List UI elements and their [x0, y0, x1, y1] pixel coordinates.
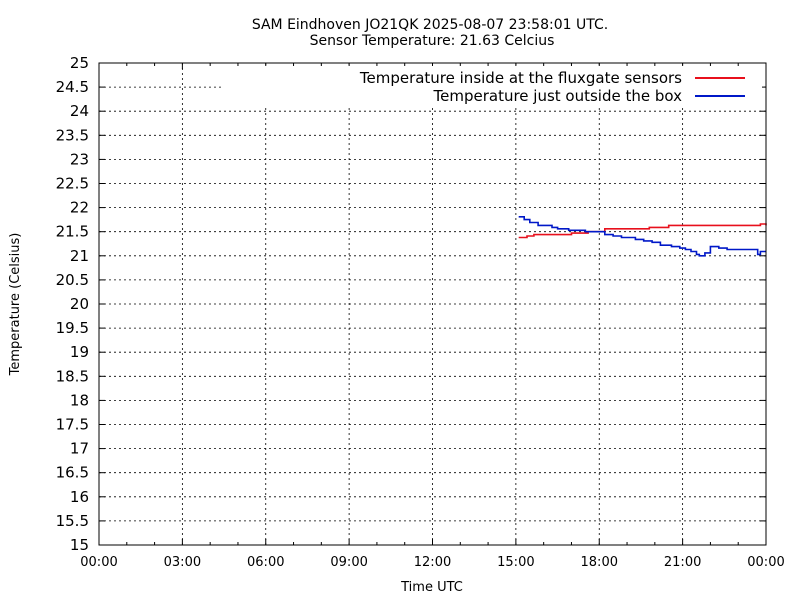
y-tick-label: 17.5 [56, 416, 89, 434]
y-tick-label: 20.5 [56, 271, 89, 289]
x-tick-label: 03:00 [164, 555, 201, 570]
x-tick-label: 09:00 [330, 555, 367, 570]
y-tick-label: 20 [70, 295, 89, 313]
x-tick-label: 06:00 [247, 555, 284, 570]
y-tick-label: 19.5 [56, 319, 89, 337]
y-tick-label: 19 [70, 343, 89, 361]
y-tick-label: 22 [70, 199, 89, 217]
y-tick-label: 25 [70, 54, 89, 72]
y-tick-label: 21.5 [56, 223, 89, 241]
y-tick-label: 17 [70, 440, 89, 458]
chart-title: SAM Eindhoven JO21QK 2025-08-07 23:58:01… [252, 17, 608, 33]
y-tick-label: 23 [70, 150, 89, 168]
series-lines [518, 216, 767, 257]
legend-background [222, 66, 762, 106]
series-line-1 [518, 223, 767, 239]
x-axis-label: Time UTC [400, 580, 463, 595]
plot-frame [98, 62, 767, 546]
legend: Temperature inside at the fluxgate senso… [222, 66, 762, 106]
y-tick-label: 16 [70, 488, 89, 506]
y-tick-label: 18 [70, 391, 89, 409]
x-tick-label: 15:00 [497, 555, 534, 570]
y-tick-label: 23.5 [56, 126, 89, 144]
series-line-2 [518, 216, 766, 257]
grid-lines [99, 63, 766, 545]
y-tick-label: 15.5 [56, 512, 89, 530]
y-tick-label: 18.5 [56, 367, 89, 385]
y-tick-label: 24.5 [56, 78, 89, 96]
chart-subtitle: Sensor Temperature: 21.63 Celcius [310, 33, 555, 49]
legend-entry-2: Temperature just outside the box [433, 87, 683, 105]
y-axis-label: Temperature (Celsius) [8, 233, 23, 377]
x-tick-label: 00:00 [80, 555, 117, 570]
x-tick-label: 18:00 [581, 555, 618, 570]
y-tick-label: 16.5 [56, 464, 89, 482]
y-tick-label: 21 [70, 247, 89, 265]
x-tick-label: 12:00 [414, 555, 451, 570]
y-tick-label: 22.5 [56, 175, 89, 193]
y-tick-label: 24 [70, 102, 89, 120]
y-axis-ticks: 15 15.5 16 16.5 17 17.5 18 18.5 19 19.5 20 20.5 21 21… [56, 54, 766, 554]
legend-entry-1: Temperature inside at the fluxgate senso… [359, 69, 682, 87]
y-tick-label: 15 [70, 536, 89, 554]
x-tick-label: 00:00 [747, 555, 784, 570]
x-tick-label: 21:00 [664, 555, 701, 570]
